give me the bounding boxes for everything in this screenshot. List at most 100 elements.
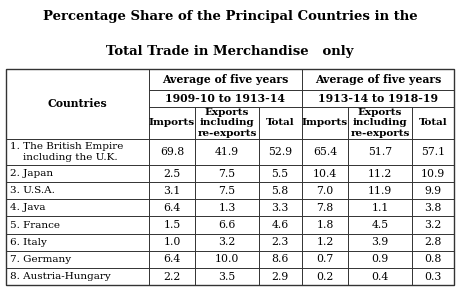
Text: 7.5: 7.5 <box>218 186 235 196</box>
Bar <box>258 268 301 285</box>
Text: 0.7: 0.7 <box>316 254 333 264</box>
Text: 1.3: 1.3 <box>218 203 235 213</box>
Bar <box>258 139 301 165</box>
Text: 1.5: 1.5 <box>163 220 180 230</box>
Text: Percentage Share of the Principal Countries in the: Percentage Share of the Principal Countr… <box>43 10 416 23</box>
Text: 2.2: 2.2 <box>163 272 180 282</box>
Text: 11.9: 11.9 <box>367 186 391 196</box>
Text: 5.5: 5.5 <box>271 168 288 179</box>
Text: 4. Java: 4. Java <box>10 203 45 212</box>
Bar <box>258 251 301 268</box>
Text: 9.9: 9.9 <box>424 186 441 196</box>
Bar <box>301 165 347 182</box>
Text: 10.0: 10.0 <box>214 254 239 264</box>
Bar <box>301 268 347 285</box>
Text: Countries: Countries <box>47 98 106 109</box>
Bar <box>301 182 347 199</box>
Text: Average of five years: Average of five years <box>162 74 288 85</box>
Text: Exports
including
re-exports: Exports including re-exports <box>349 108 409 138</box>
Text: 1909-10 to 1913-14: 1909-10 to 1913-14 <box>165 93 285 104</box>
Text: Imports: Imports <box>149 118 195 127</box>
Bar <box>301 139 347 165</box>
Bar <box>148 199 195 217</box>
Bar <box>411 107 453 139</box>
Text: 7.8: 7.8 <box>316 203 333 213</box>
Bar <box>195 182 258 199</box>
Bar <box>6 199 148 217</box>
Bar <box>6 165 148 182</box>
Bar <box>6 234 148 251</box>
Bar <box>411 268 453 285</box>
Bar <box>347 182 411 199</box>
Text: Average of five years: Average of five years <box>314 74 440 85</box>
Bar <box>148 90 301 107</box>
Text: 69.8: 69.8 <box>159 147 184 157</box>
Text: 2.8: 2.8 <box>423 237 441 247</box>
Bar <box>347 165 411 182</box>
Text: 52.9: 52.9 <box>268 147 291 157</box>
Bar <box>301 234 347 251</box>
Text: 3.5: 3.5 <box>218 272 235 282</box>
Text: Total: Total <box>418 118 446 127</box>
Bar <box>301 251 347 268</box>
Text: 0.8: 0.8 <box>423 254 441 264</box>
Bar <box>258 107 301 139</box>
Text: 3.2: 3.2 <box>218 237 235 247</box>
Text: 8. Austria-Hungary: 8. Austria-Hungary <box>10 272 111 281</box>
Text: 3.9: 3.9 <box>370 237 388 247</box>
Bar <box>148 165 195 182</box>
Bar <box>148 182 195 199</box>
Bar <box>195 268 258 285</box>
Bar <box>148 251 195 268</box>
Text: 3.1: 3.1 <box>163 186 180 196</box>
Bar <box>347 199 411 217</box>
Bar <box>195 234 258 251</box>
Text: 3.3: 3.3 <box>271 203 288 213</box>
Text: 2.5: 2.5 <box>163 168 180 179</box>
Bar <box>301 90 453 107</box>
Bar <box>411 199 453 217</box>
Text: 5. France: 5. France <box>10 221 60 230</box>
Bar <box>411 165 453 182</box>
Bar <box>258 199 301 217</box>
Bar <box>195 251 258 268</box>
Text: 10.9: 10.9 <box>420 168 444 179</box>
Bar <box>411 139 453 165</box>
Text: 7.5: 7.5 <box>218 168 235 179</box>
Bar <box>258 182 301 199</box>
Bar <box>6 139 148 165</box>
Text: 0.2: 0.2 <box>315 272 333 282</box>
Bar <box>301 69 453 90</box>
Text: 11.2: 11.2 <box>367 168 391 179</box>
Text: 1913-14 to 1918-19: 1913-14 to 1918-19 <box>317 93 437 104</box>
Bar <box>258 165 301 182</box>
Bar <box>148 139 195 165</box>
Bar <box>195 107 258 139</box>
Bar <box>301 107 347 139</box>
Bar <box>6 268 148 285</box>
Text: 3.2: 3.2 <box>423 220 441 230</box>
Text: 8.6: 8.6 <box>271 254 288 264</box>
Bar <box>148 69 301 90</box>
Text: 10.4: 10.4 <box>312 168 336 179</box>
Text: 2. Japan: 2. Japan <box>10 169 53 178</box>
Bar <box>148 217 195 234</box>
Bar <box>258 234 301 251</box>
Bar <box>148 234 195 251</box>
Text: Exports
including
re-exports: Exports including re-exports <box>197 108 256 138</box>
Text: 6.6: 6.6 <box>218 220 235 230</box>
Bar <box>347 139 411 165</box>
Text: 3.8: 3.8 <box>423 203 441 213</box>
Bar <box>411 251 453 268</box>
Text: 57.1: 57.1 <box>420 147 444 157</box>
Bar <box>148 107 195 139</box>
Bar <box>195 139 258 165</box>
Text: 1.1: 1.1 <box>370 203 388 213</box>
Text: 1.2: 1.2 <box>315 237 333 247</box>
Text: Total Trade in Merchandise   only: Total Trade in Merchandise only <box>106 45 353 58</box>
Bar <box>301 199 347 217</box>
Bar <box>411 217 453 234</box>
Bar <box>347 234 411 251</box>
Bar <box>6 251 148 268</box>
Text: 51.7: 51.7 <box>367 147 391 157</box>
